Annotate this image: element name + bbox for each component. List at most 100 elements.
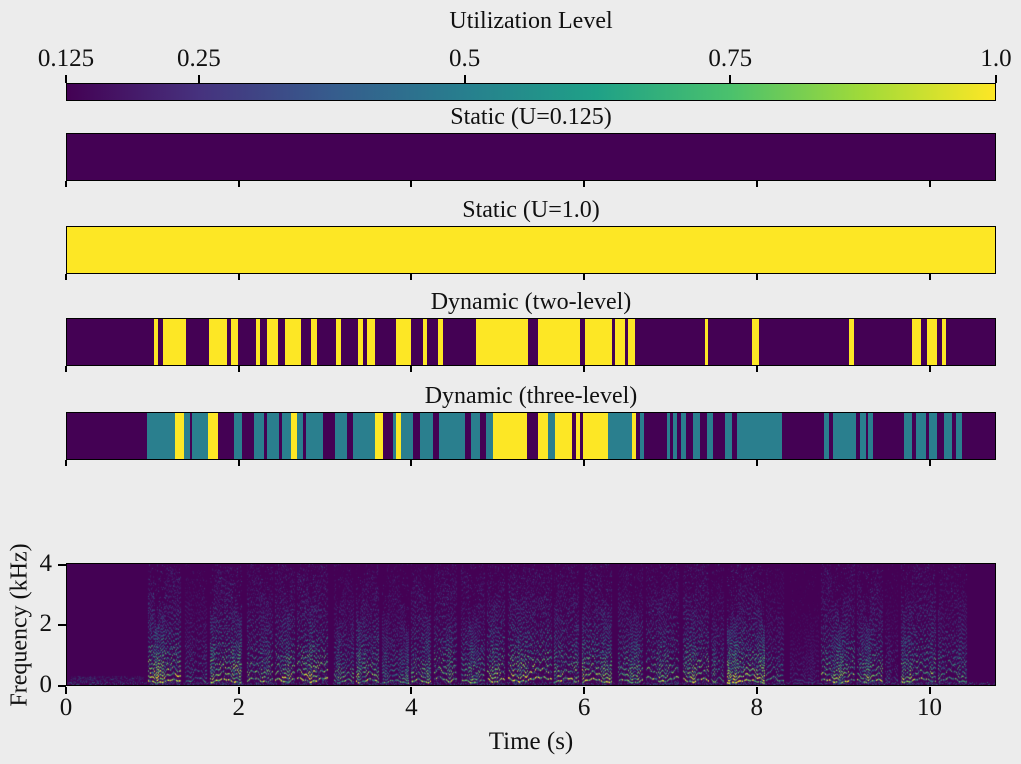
utilization-segment <box>154 319 158 365</box>
colorbar-gradient <box>66 83 996 101</box>
colorbar-tick-label: 0.75 <box>708 45 753 72</box>
time-axis-tick-label: 6 <box>577 694 591 721</box>
time-axis-tick-label: 10 <box>917 694 942 721</box>
utilization-segment <box>174 413 184 459</box>
utilization-segment <box>692 413 700 459</box>
strip-time-tick <box>755 460 758 466</box>
utilization-segment <box>470 413 480 459</box>
strip-title-static-low: Static (U=0.125) <box>450 104 612 130</box>
utilization-segment <box>681 413 686 459</box>
time-axis-tick <box>65 687 67 694</box>
utilization-segment <box>209 319 227 365</box>
time-axis-tick <box>237 687 240 694</box>
colorbar-tick-label: 1.0 <box>980 45 1012 72</box>
utilization-segment <box>493 413 528 459</box>
utilization-segment <box>942 319 946 365</box>
colorbar-tick <box>65 75 67 83</box>
utilization-segment <box>335 413 348 459</box>
time-axis-tick <box>928 687 931 694</box>
utilization-segment <box>555 413 572 459</box>
freq-axis-tick-label: 0 <box>39 670 53 698</box>
colorbar-tick-label: 0.5 <box>448 45 481 72</box>
utilization-segment <box>438 319 443 365</box>
utilization-segment <box>439 413 466 459</box>
utilization-segment <box>266 319 278 365</box>
strip-time-tick <box>237 460 240 466</box>
utilization-segment <box>832 413 856 459</box>
utilization-segment <box>929 413 937 459</box>
strip-time-tick <box>583 366 586 372</box>
utilization-segment <box>912 319 921 365</box>
strip-time-tick <box>65 460 67 466</box>
utilization-segment <box>352 413 376 459</box>
utilization-segment <box>627 319 635 365</box>
utilization-segment <box>904 413 913 459</box>
utilization-segment <box>290 413 298 459</box>
freq-axis-tick-label: 4 <box>39 549 53 577</box>
strip-time-tick <box>65 274 67 280</box>
colorbar-tick <box>729 75 732 83</box>
utilization-segment <box>632 413 636 459</box>
strip-time-tick <box>928 366 931 372</box>
utilization-segment <box>673 413 677 459</box>
utilization-segment <box>608 413 633 459</box>
freq-axis-tick-label: 2 <box>39 610 53 637</box>
strip-time-tick <box>65 181 67 187</box>
strip-time-tick <box>755 274 758 280</box>
utilization-segment <box>375 413 384 459</box>
strip-title-static-high: Static (U=1.0) <box>462 197 600 223</box>
strip-title-dynamic-two: Dynamic (two-level) <box>430 289 632 315</box>
x-axis-label: Time (s) <box>488 728 574 755</box>
utilization-segment <box>737 413 783 459</box>
freq-axis-tick <box>58 624 66 626</box>
strip-time-tick <box>928 460 931 466</box>
utilization-segment <box>358 319 364 365</box>
utilization-segment <box>419 413 433 459</box>
strip-time-tick <box>583 274 586 280</box>
utilization-segment <box>285 319 301 365</box>
time-axis-tick-label: 8 <box>750 694 764 721</box>
utilization-segment <box>476 319 529 365</box>
strip-time-tick <box>410 181 413 187</box>
utilization-segment <box>208 413 219 459</box>
utilization-segment <box>162 319 186 365</box>
utilization-segment <box>306 413 324 459</box>
time-axis-tick <box>583 687 586 694</box>
strip-time-tick <box>583 460 586 466</box>
utilization-segment <box>146 413 175 459</box>
utilization-segment <box>704 319 709 365</box>
utilization-segment <box>944 413 953 459</box>
utilization-segment <box>395 319 412 365</box>
utilization-segment <box>234 413 243 459</box>
utilization-segment <box>614 319 625 365</box>
utilization-segment <box>256 319 260 365</box>
time-axis-tick <box>755 687 758 694</box>
utilization-segment <box>956 413 963 459</box>
utilization-segment <box>860 413 866 459</box>
utilization-segment <box>927 319 937 365</box>
strip-time-tick <box>755 366 758 372</box>
strip-dynamic-two-level <box>66 318 996 366</box>
strip-time-tick <box>237 366 240 372</box>
strip-title-dynamic-three: Dynamic (three-level) <box>424 383 638 409</box>
utilization-segment <box>584 319 612 365</box>
strip-static-low <box>66 133 996 181</box>
freq-axis-tick <box>58 684 66 687</box>
freq-axis-tick <box>58 563 66 566</box>
strip-time-tick <box>410 460 413 466</box>
utilization-segment <box>725 413 733 459</box>
utilization-segment <box>583 413 609 459</box>
strip-static-high <box>66 226 996 274</box>
time-axis-tick-label: 2 <box>232 694 245 721</box>
strip-time-tick <box>237 274 240 280</box>
time-axis-tick-label: 0 <box>59 694 73 721</box>
colorbar-title: Utilization Level <box>449 8 613 34</box>
utilization-segment <box>392 413 397 459</box>
spectrogram-canvas <box>66 563 996 686</box>
utilization-segment <box>547 413 556 459</box>
utilization-segment <box>336 319 341 365</box>
utilization-segment <box>485 413 493 459</box>
utilization-segment <box>867 413 874 459</box>
strip-time-tick <box>928 181 931 187</box>
